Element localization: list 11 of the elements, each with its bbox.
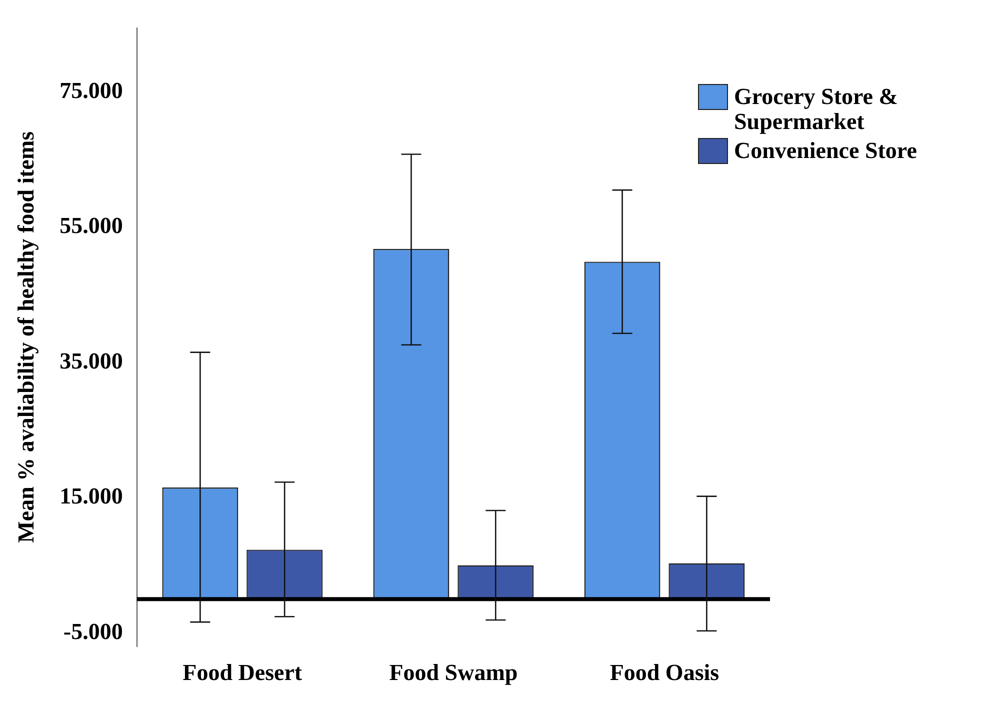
y-tick-label: 55.000 bbox=[60, 213, 123, 238]
y-tick-label: 35.000 bbox=[60, 348, 123, 374]
y-tick-label: 75.000 bbox=[60, 78, 123, 103]
x-tick-label: Food Swamp bbox=[389, 660, 518, 686]
y-tick-label: 15.000 bbox=[60, 484, 123, 509]
y-axis-title: Mean % avaliability of healthy food items bbox=[14, 131, 39, 543]
x-tick-label: Food Oasis bbox=[610, 660, 720, 686]
legend-label: Grocery Store & Supermarket bbox=[734, 84, 899, 134]
x-tick-label: Food Desert bbox=[182, 660, 302, 686]
y-tick-label: -5.000 bbox=[63, 618, 123, 644]
legend-label: Convenience Store bbox=[734, 138, 918, 163]
